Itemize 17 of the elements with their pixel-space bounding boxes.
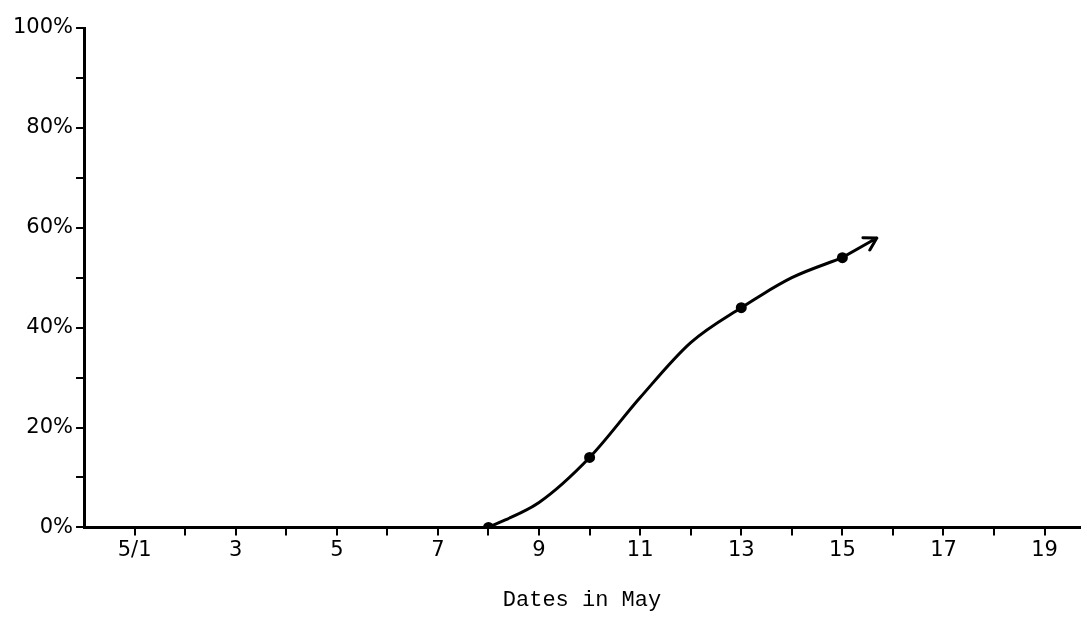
x-tick-label: 15 <box>829 537 856 562</box>
y-tick-label: 20% <box>26 413 74 438</box>
x-tick-label: 5/1 <box>117 537 152 562</box>
y-tick-label: 40% <box>26 314 74 339</box>
y-tick-label: 60% <box>26 214 74 239</box>
x-tick-label: 13 <box>727 537 755 562</box>
x-tick-label: 17 <box>930 537 957 562</box>
x-tick-label: 11 <box>626 537 654 562</box>
y-tick-label: 80% <box>26 114 74 139</box>
y-tick-label: 100% <box>12 14 74 39</box>
x-tick-label: 5 <box>330 537 344 562</box>
x-tick-label: 19 <box>1031 537 1058 562</box>
x-tick-label: 9 <box>532 537 546 562</box>
x-axis-title: Dates in May <box>502 587 662 613</box>
y-tick-label: 0% <box>39 513 74 538</box>
x-tick-label: 7 <box>431 537 445 562</box>
x-tick-label: 3 <box>229 537 243 562</box>
